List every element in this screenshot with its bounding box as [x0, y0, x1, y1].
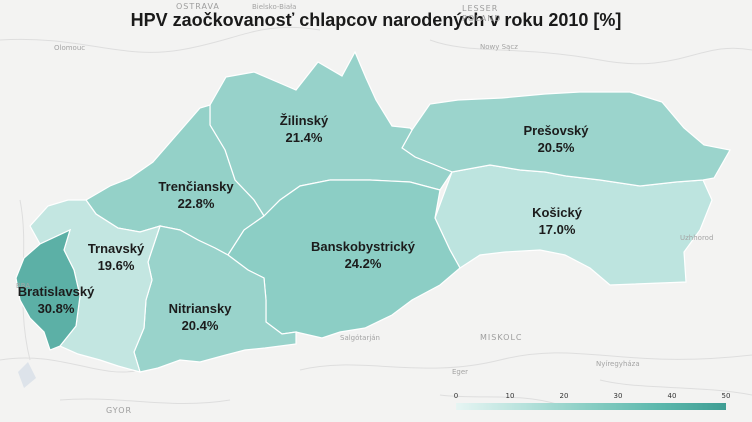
region-label-banskobystricky: Banskobystrický 24.2%: [311, 238, 415, 272]
legend-tick: 20: [559, 392, 569, 400]
basemap-label-lesser: LESSER: [462, 4, 499, 13]
legend-tick: 40: [667, 392, 677, 400]
basemap-label-uzhhorod: Uzhhorod: [680, 234, 714, 242]
legend-ticks: 0 10 20 30 40 50: [448, 392, 734, 402]
region-value: 22.8%: [177, 196, 215, 211]
region-label-bratislavsky: Bratislavský 30.8%: [18, 283, 95, 317]
legend-tick: 0: [453, 392, 459, 400]
region-value: 30.8%: [37, 301, 75, 316]
region-label-trenciansky: Trenčiansky 22.8%: [158, 178, 233, 212]
color-legend: 0 10 20 30 40 50: [448, 392, 734, 416]
basemap-label-eger: Eger: [452, 368, 469, 376]
basemap-label-poland: POLAND: [462, 14, 502, 23]
region-bratislavsky: [15, 228, 81, 351]
basemap-label-salgotarjan: Salgótarján: [340, 334, 380, 342]
legend-tick: 50: [721, 392, 731, 400]
region-name: Trnavský: [87, 241, 145, 256]
region-value: 24.2%: [344, 256, 382, 271]
basemap-label-nyiregyhaza: Nyíregyháza: [596, 360, 640, 368]
region-name: Prešovský: [523, 123, 589, 138]
legend-tick: 10: [505, 392, 515, 400]
basemap-label-miskolc: MISKOLC: [480, 333, 523, 342]
region-name: Bratislavský: [17, 284, 95, 299]
basemap-label-novy-sacz: Nowy Sącz: [480, 43, 518, 51]
region-label-presovsky: Prešovský 20.5%: [523, 122, 588, 156]
region-name: Banskobystrický: [310, 239, 416, 254]
region-label-trnavsky: Trnavský 19.6%: [88, 240, 144, 274]
region-value: 17.0%: [538, 222, 576, 237]
region-label-kosicky: Košický 17.0%: [532, 204, 582, 238]
basemap-label-bratislava: BRA: [16, 282, 31, 290]
region-name: Nitriansky: [168, 301, 232, 316]
map-title: HPV zaočkovanosť chlapcov narodených v r…: [130, 10, 622, 30]
region-label-nitriansky: Nitriansky 20.4%: [169, 300, 232, 334]
legend-gradient-bar: [456, 403, 726, 410]
basemap-label-bielsko: Bielsko-Biała: [252, 3, 297, 11]
region-value: 20.5%: [537, 140, 575, 155]
region-value: 21.4%: [285, 130, 323, 145]
lake-shape: [18, 362, 36, 388]
region-name: Trenčiansky: [158, 179, 234, 194]
region-value: 20.4%: [181, 318, 219, 333]
region-name: Košický: [532, 205, 582, 220]
basemap-label-gyor: GYOR: [106, 406, 133, 415]
basemap-label-ostrava: OSTRAVA: [176, 2, 220, 11]
basemap-label-olomouc: Olomouc: [54, 44, 86, 52]
region-name: Žilinský: [279, 113, 329, 128]
legend-tick: 30: [613, 392, 623, 400]
region-label-zilinsky: Žilinský 21.4%: [280, 112, 328, 146]
region-value: 19.6%: [97, 258, 135, 273]
